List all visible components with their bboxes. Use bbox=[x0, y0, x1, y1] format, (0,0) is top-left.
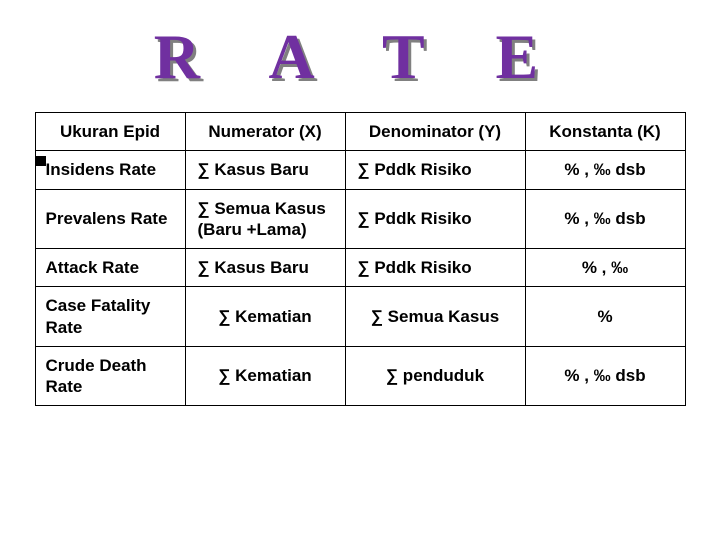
cell-measure: Attack Rate bbox=[35, 249, 185, 287]
cell-measure: Prevalens Rate bbox=[35, 189, 185, 249]
cell-numerator: ∑ Kasus Baru bbox=[185, 249, 345, 287]
cell-denominator: ∑ Pddk Risiko bbox=[345, 249, 525, 287]
bullet-icon bbox=[36, 156, 46, 166]
cell-konstanta: % bbox=[525, 287, 685, 347]
page-title: R A T E bbox=[30, 20, 690, 94]
cell-konstanta: % , ‰ dsb bbox=[525, 189, 685, 249]
header-numerator: Numerator (X) bbox=[185, 113, 345, 151]
cell-numerator: ∑ Kematian bbox=[185, 287, 345, 347]
rate-table: Ukuran Epid Numerator (X) Denominator (Y… bbox=[35, 112, 686, 406]
cell-measure: Crude Death Rate bbox=[35, 346, 185, 406]
cell-konstanta: % , ‰ dsb bbox=[525, 151, 685, 189]
cell-denominator: ∑ penduduk bbox=[345, 346, 525, 406]
cell-numerator: ∑ Semua Kasus (Baru +Lama) bbox=[185, 189, 345, 249]
header-ukuran: Ukuran Epid bbox=[35, 113, 185, 151]
header-denominator: Denominator (Y) bbox=[345, 113, 525, 151]
cell-denominator: ∑ Semua Kasus bbox=[345, 287, 525, 347]
table-row: Attack Rate∑ Kasus Baru∑ Pddk Risiko% , … bbox=[35, 249, 685, 287]
table-row: Insidens Rate∑ Kasus Baru∑ Pddk Risiko% … bbox=[35, 151, 685, 189]
cell-denominator: ∑ Pddk Risiko bbox=[345, 189, 525, 249]
cell-konstanta: % , ‰ dsb bbox=[525, 346, 685, 406]
cell-numerator: ∑ Kematian bbox=[185, 346, 345, 406]
cell-konstanta: % , ‰ bbox=[525, 249, 685, 287]
cell-denominator: ∑ Pddk Risiko bbox=[345, 151, 525, 189]
cell-measure: Insidens Rate bbox=[35, 151, 185, 189]
cell-measure: Case Fatality Rate bbox=[35, 287, 185, 347]
table-header-row: Ukuran Epid Numerator (X) Denominator (Y… bbox=[35, 113, 685, 151]
header-konstanta: Konstanta (K) bbox=[525, 113, 685, 151]
table-row: Crude Death Rate∑ Kematian∑ penduduk% , … bbox=[35, 346, 685, 406]
cell-numerator: ∑ Kasus Baru bbox=[185, 151, 345, 189]
table-row: Case Fatality Rate∑ Kematian∑ Semua Kasu… bbox=[35, 287, 685, 347]
table-row: Prevalens Rate∑ Semua Kasus (Baru +Lama)… bbox=[35, 189, 685, 249]
slide: R A T E Ukuran Epid Numerator (X) Denomi… bbox=[0, 0, 720, 540]
